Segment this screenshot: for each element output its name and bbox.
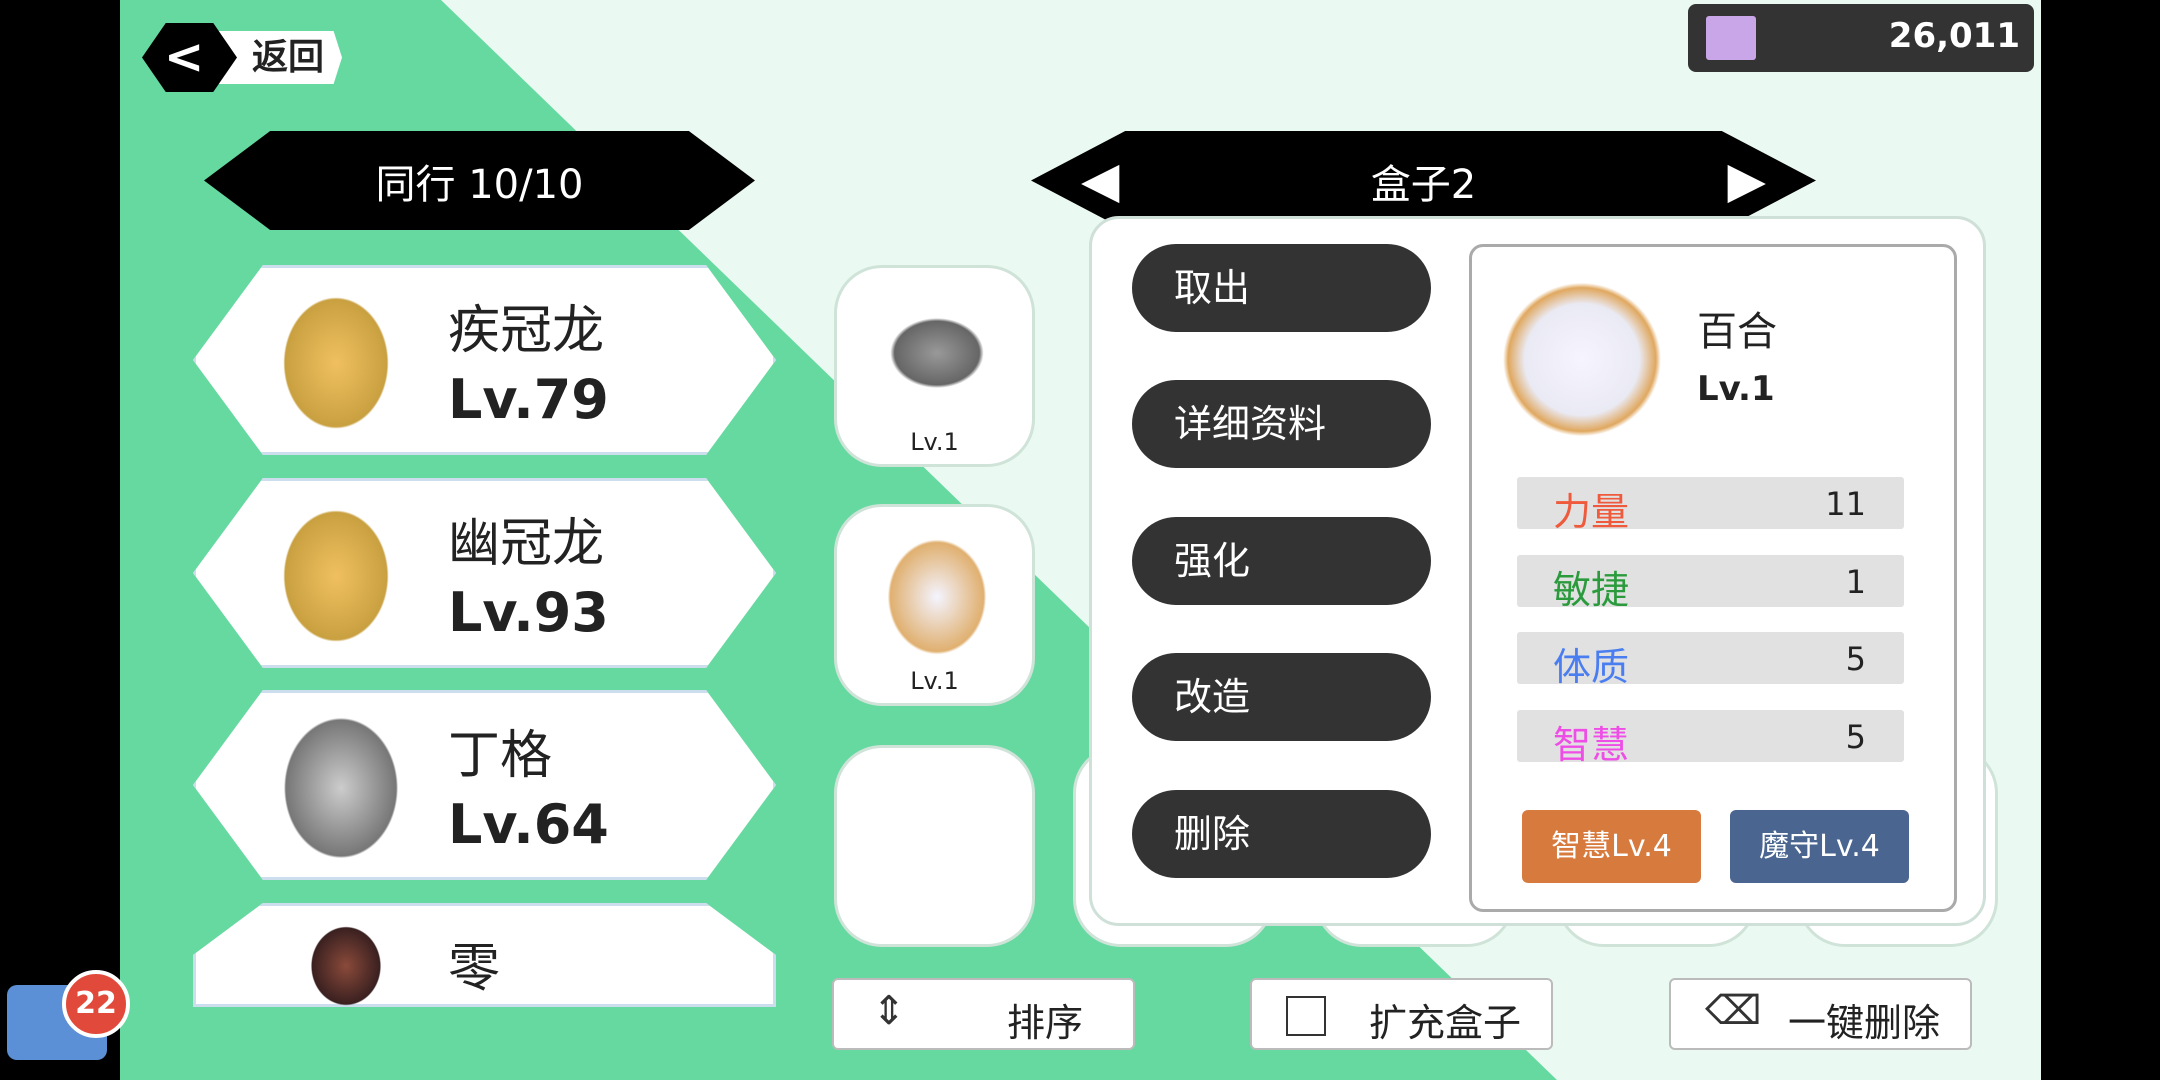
member-level: Lv.64	[448, 793, 609, 856]
skill-badge[interactable]: 魔守Lv.4	[1730, 810, 1909, 883]
member-level: Lv.79	[448, 368, 609, 431]
ninja-portrait	[306, 921, 386, 1007]
take-out-button[interactable]: 取出	[1132, 244, 1431, 332]
eraser-icon: ⌫	[1705, 988, 1762, 1034]
creature-level: Lv.1	[1697, 369, 1775, 409]
prev-box-arrow[interactable]: ◀	[1081, 151, 1120, 209]
party-member[interactable]: 零	[193, 903, 776, 1007]
delete-all-label: 一键删除	[1787, 1001, 1940, 1045]
chat-badge: 22	[62, 970, 130, 1038]
spider-portrait	[877, 308, 997, 398]
member-name: 疾冠龙	[448, 301, 605, 361]
stat-value: 5	[1845, 718, 1866, 756]
stat-constitution: 体质 5	[1517, 632, 1904, 689]
party-member[interactable]: 幽冠龙 Lv.93	[193, 478, 776, 668]
party-member[interactable]: 疾冠龙 Lv.79	[193, 265, 776, 455]
stat-label: 体质	[1553, 645, 1630, 689]
lily-portrait	[1492, 272, 1672, 447]
next-box-arrow[interactable]: ▶	[1727, 151, 1766, 209]
member-name: 零	[448, 939, 501, 999]
expand-box-button[interactable]: 扩充盒子	[1250, 978, 1553, 1050]
box-cell[interactable]: Lv.1	[834, 504, 1035, 706]
cell-level: Lv.1	[910, 428, 959, 456]
game-screen: 返回 < 26,011 同行 10/10 ◀ 盒子2 ▶ 疾冠龙 Lv.79 幽…	[120, 0, 2041, 1080]
ticket-icon	[1706, 16, 1756, 60]
stat-value: 5	[1845, 640, 1866, 678]
lily-portrait	[877, 527, 997, 667]
creature-popup: 取出 详细资料 强化 改造 删除 百合 Lv.1 力量 11 敏捷 1 体质 5 智慧…	[1089, 216, 1986, 926]
box-header: ◀ 盒子2 ▶	[1031, 131, 1816, 230]
stat-label: 力量	[1553, 490, 1630, 534]
stat-strength: 力量 11	[1517, 477, 1904, 534]
knight-portrait	[276, 708, 406, 868]
expand-label: 扩充盒子	[1368, 1001, 1521, 1045]
back-button[interactable]: 返回 <	[142, 23, 342, 92]
skill-badge[interactable]: 智慧Lv.4	[1522, 810, 1701, 883]
currency-display: 26,011	[1688, 4, 2034, 72]
chevron-left-icon: <	[164, 29, 205, 85]
sort-icon: ⇕	[872, 988, 906, 1034]
cell-level: Lv.1	[910, 667, 959, 695]
dinosaur-portrait	[276, 501, 396, 651]
details-button[interactable]: 详细资料	[1132, 380, 1431, 468]
party-member[interactable]: 丁格 Lv.64	[193, 690, 776, 880]
box-cell-empty[interactable]	[834, 745, 1035, 947]
modify-button[interactable]: 改造	[1132, 653, 1431, 741]
sort-label: 排序	[1006, 1001, 1083, 1045]
member-level: Lv.93	[448, 581, 609, 644]
stat-label: 智慧	[1553, 723, 1630, 767]
delete-button[interactable]: 删除	[1132, 790, 1431, 878]
detail-card: 百合 Lv.1 力量 11 敏捷 1 体质 5 智慧 5 智慧Lv.4 魔守Lv.4	[1469, 244, 1957, 912]
stat-agility: 敏捷 1	[1517, 555, 1904, 612]
enhance-button[interactable]: 强化	[1132, 517, 1431, 605]
box-cell[interactable]: Lv.1	[834, 265, 1035, 467]
party-header: 同行 10/10	[204, 131, 755, 230]
party-title: 同行 10/10	[375, 161, 584, 208]
delete-all-button[interactable]: ⌫ 一键删除	[1669, 978, 1972, 1050]
member-name: 幽冠龙	[448, 514, 605, 574]
back-label: 返回	[202, 31, 342, 84]
box-title: 盒子2	[1370, 161, 1477, 208]
creature-name: 百合	[1697, 309, 1777, 355]
stat-wisdom: 智慧 5	[1517, 710, 1904, 767]
stat-value: 11	[1825, 485, 1866, 523]
sort-button[interactable]: ⇕ 排序	[832, 978, 1135, 1050]
stat-value: 1	[1845, 563, 1866, 601]
currency-value: 26,011	[1888, 16, 2020, 56]
stat-label: 敏捷	[1553, 568, 1630, 612]
dinosaur-portrait	[276, 288, 396, 438]
member-name: 丁格	[448, 726, 553, 786]
add-box-icon	[1286, 996, 1326, 1036]
